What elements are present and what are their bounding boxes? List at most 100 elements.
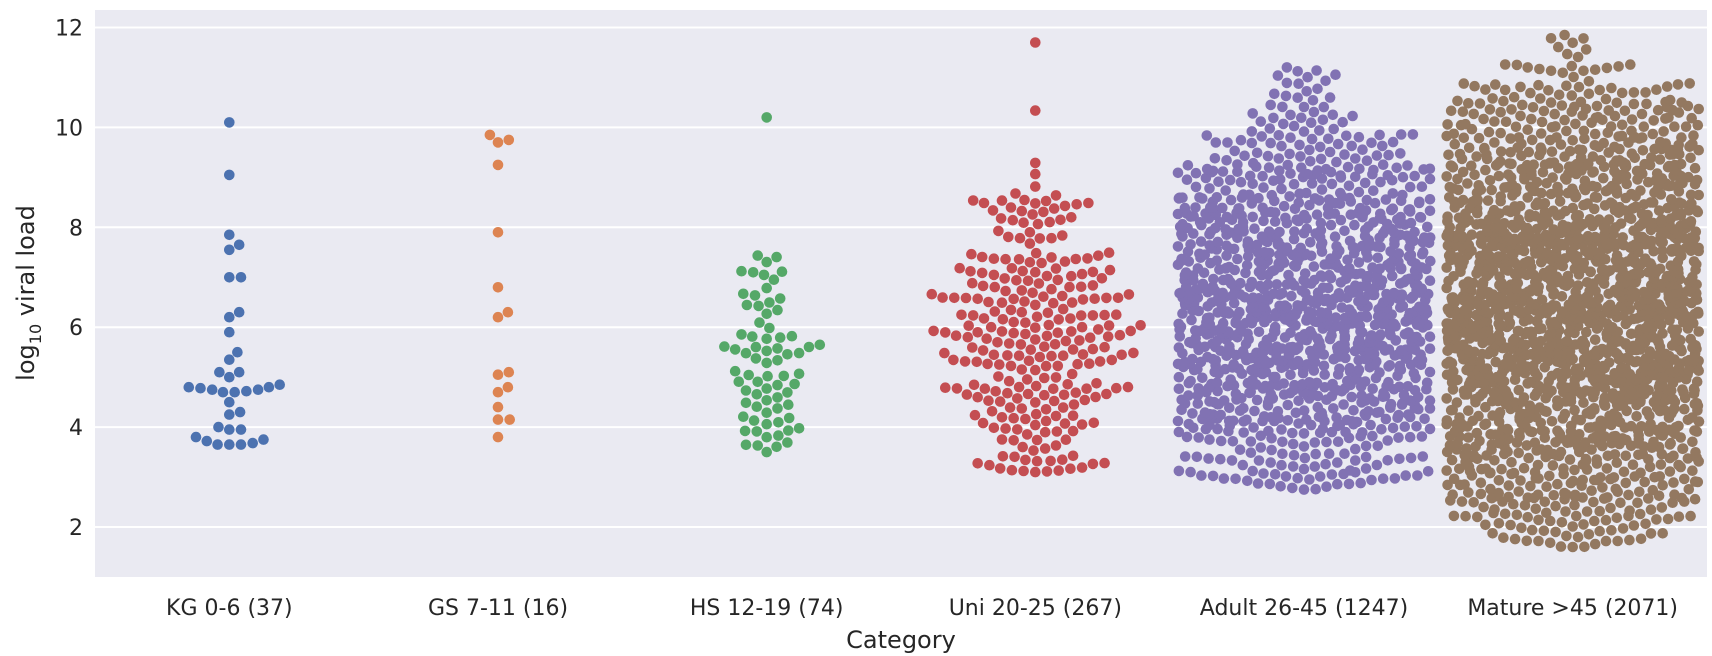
data-point <box>1298 428 1310 439</box>
data-point <box>1638 121 1650 132</box>
data-point <box>1323 448 1335 460</box>
data-point <box>1374 129 1385 141</box>
data-point <box>1473 180 1484 191</box>
data-point <box>1333 288 1345 299</box>
data-point <box>1232 159 1243 170</box>
data-point <box>224 272 235 283</box>
data-point <box>224 169 235 181</box>
data-point <box>1564 454 1576 465</box>
data-point <box>1512 277 1524 289</box>
data-point <box>1059 256 1071 267</box>
data-point <box>1493 329 1505 340</box>
data-point <box>1648 436 1659 448</box>
data-point <box>502 381 514 393</box>
data-point <box>1009 451 1020 463</box>
data-point <box>1280 212 1291 224</box>
data-point <box>761 407 772 419</box>
data-point <box>1042 307 1054 319</box>
data-point <box>1337 116 1348 128</box>
data-point <box>1228 359 1240 370</box>
data-point <box>1551 132 1562 143</box>
data-point <box>1586 485 1597 497</box>
data-point <box>1620 477 1632 489</box>
data-point <box>1636 208 1648 220</box>
data-point <box>1591 100 1603 112</box>
data-point <box>978 197 990 209</box>
data-point <box>972 391 983 403</box>
data-point <box>1545 33 1557 44</box>
data-point <box>1493 518 1505 529</box>
data-point <box>772 304 783 316</box>
data-point <box>1635 533 1647 545</box>
data-point <box>1562 48 1573 60</box>
data-point <box>1057 303 1069 315</box>
data-point <box>752 250 763 261</box>
data-point <box>1495 146 1507 157</box>
data-point <box>1377 140 1388 152</box>
data-point <box>1424 205 1436 217</box>
data-point <box>1468 108 1479 120</box>
data-point <box>1691 174 1703 186</box>
data-point <box>754 317 765 328</box>
data-point <box>1265 457 1276 468</box>
data-point <box>1371 150 1383 161</box>
data-point <box>1254 280 1266 292</box>
data-point <box>1408 368 1420 379</box>
data-point <box>233 366 245 378</box>
data-point <box>1651 84 1662 95</box>
data-point <box>1305 326 1316 337</box>
data-point <box>201 435 213 447</box>
data-point <box>1343 180 1355 192</box>
data-point <box>1285 132 1296 143</box>
data-point <box>492 369 504 381</box>
data-point <box>1122 381 1134 393</box>
data-point <box>977 280 989 292</box>
data-point <box>1676 97 1687 108</box>
data-point <box>1402 160 1413 171</box>
data-point <box>1090 391 1101 403</box>
data-point <box>1088 417 1100 429</box>
data-point <box>1204 312 1215 324</box>
data-point <box>1012 393 1023 404</box>
data-point <box>1183 390 1194 401</box>
data-point <box>1039 389 1050 401</box>
data-point <box>1637 145 1649 156</box>
data-point <box>1039 443 1051 454</box>
data-point <box>1275 481 1286 492</box>
data-point <box>751 401 763 413</box>
data-point <box>1532 197 1543 208</box>
data-point <box>1638 286 1650 298</box>
data-point <box>729 365 741 377</box>
data-point <box>1589 140 1601 151</box>
data-point <box>1521 440 1533 451</box>
data-point <box>997 314 1009 325</box>
data-point <box>1075 281 1087 293</box>
data-point <box>1566 90 1578 101</box>
data-point <box>1116 349 1127 361</box>
data-point <box>1608 408 1620 419</box>
data-point <box>1172 167 1184 179</box>
data-point <box>1513 384 1525 396</box>
data-point <box>1342 161 1354 173</box>
data-point <box>750 341 762 353</box>
data-point <box>1030 334 1041 345</box>
data-point <box>1308 365 1320 376</box>
data-point <box>1665 437 1676 449</box>
data-point <box>1512 325 1524 337</box>
data-point <box>1682 453 1694 464</box>
data-point <box>1393 248 1405 259</box>
data-point <box>1360 310 1372 321</box>
data-point <box>1277 101 1288 113</box>
data-point <box>992 337 1003 348</box>
data-point <box>739 425 751 437</box>
data-point <box>1559 29 1570 41</box>
data-point <box>1244 170 1256 182</box>
data-point <box>1571 510 1582 522</box>
x-tick-label: KG 0-6 (37) <box>166 596 293 621</box>
data-point <box>1353 364 1365 376</box>
data-point <box>1496 463 1507 475</box>
data-point <box>1218 395 1230 406</box>
data-point <box>736 329 747 340</box>
data-point <box>1532 489 1544 501</box>
